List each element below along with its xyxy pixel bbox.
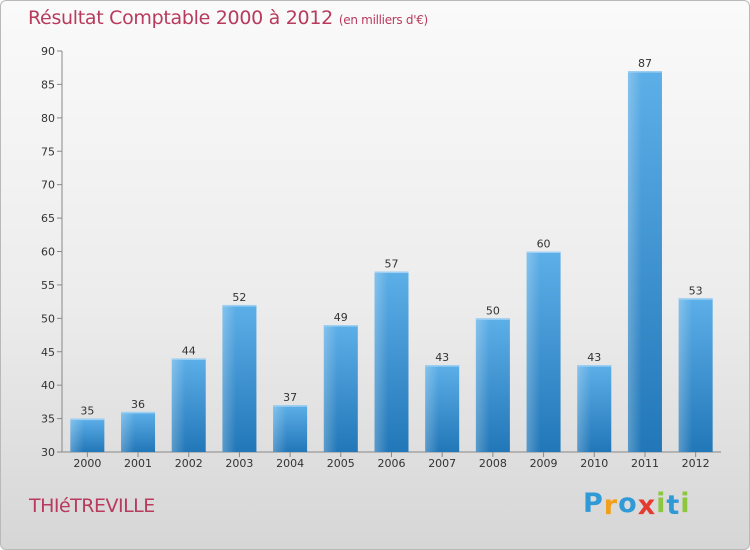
y-tick-label: 75	[41, 145, 55, 158]
y-tick-label: 85	[41, 78, 55, 91]
x-tick-label-2012: 2012	[682, 457, 710, 470]
data-label-2004: 37	[283, 391, 297, 404]
x-tick-label-2006: 2006	[378, 457, 406, 470]
data-label-2002: 44	[182, 344, 196, 357]
bar-highlight	[323, 325, 358, 452]
y-tick-label: 50	[41, 312, 55, 325]
bar-top-edge	[70, 418, 105, 421]
data-label-2008: 50	[486, 304, 500, 317]
logo-letter: P	[583, 488, 604, 519]
logo-letter: r	[603, 490, 619, 521]
bar-highlight	[526, 251, 561, 452]
logo-letter: t	[666, 490, 681, 521]
logo-letter: x	[637, 490, 657, 521]
bar-highlight	[171, 358, 206, 452]
bar-top-edge	[222, 304, 257, 307]
chart-title-text: Résultat Comptable 2000 à 2012	[28, 7, 333, 29]
x-tick-label-2002: 2002	[175, 457, 203, 470]
logo-letter: o	[618, 488, 638, 519]
y-tick-label: 90	[41, 45, 55, 58]
x-tick-label-2005: 2005	[327, 457, 355, 470]
y-tick-label: 45	[41, 346, 55, 359]
x-tick-label-2011: 2011	[631, 457, 659, 470]
x-tick-label-2010: 2010	[580, 457, 608, 470]
x-tick-label-2003: 2003	[225, 457, 253, 470]
bar-top-edge	[171, 358, 206, 360]
bar-top-edge	[678, 298, 713, 300]
bar-highlight	[425, 365, 460, 452]
data-label-2006: 57	[385, 258, 399, 271]
data-label-2001: 36	[131, 398, 145, 411]
bar-top-edge	[526, 251, 561, 253]
bar-highlight	[577, 365, 612, 452]
chart-title: Résultat Comptable 2000 à 2012 (en millie…	[28, 7, 428, 29]
y-tick-label: 30	[41, 446, 55, 459]
data-label-2010: 43	[587, 351, 601, 364]
chart-subtitle: (en milliers d'€)	[338, 13, 428, 27]
y-tick-label: 70	[41, 179, 55, 192]
logo-letter: i	[656, 488, 667, 519]
x-tick-label-2004: 2004	[276, 457, 304, 470]
x-tick-label-2001: 2001	[124, 457, 152, 470]
bar-highlight	[70, 418, 105, 452]
data-label-2009: 60	[537, 238, 551, 251]
bar-highlight	[475, 318, 510, 452]
commune-name: THIéTREVILLE	[29, 495, 155, 517]
bars: 35 36 44 52 37 49 57 43 50 60 43 87 53	[70, 57, 713, 453]
bar-highlight	[121, 411, 156, 452]
y-tick-label: 60	[41, 246, 55, 259]
bar-top-edge	[323, 325, 358, 327]
y-tick-label: 55	[41, 279, 55, 292]
y-tick-label: 65	[41, 212, 55, 225]
data-label-2000: 35	[80, 405, 94, 418]
data-label-2011: 87	[638, 57, 652, 70]
x-tick-label-2007: 2007	[428, 457, 456, 470]
bar-top-edge	[627, 71, 662, 73]
bar-highlight	[627, 71, 662, 453]
logo-letter: i	[680, 488, 691, 519]
data-label-2003: 52	[232, 291, 246, 304]
x-tick-label-2008: 2008	[479, 457, 507, 470]
data-label-2012: 53	[689, 284, 703, 297]
data-label-2005: 49	[334, 311, 348, 324]
bar-top-edge	[374, 271, 409, 274]
bar-top-edge	[475, 318, 510, 320]
bar-top-edge	[577, 365, 612, 367]
x-tick-label-2009: 2009	[530, 457, 558, 470]
y-tick-label: 40	[41, 379, 55, 392]
data-label-2007: 43	[435, 351, 449, 364]
bar-highlight	[273, 405, 308, 452]
y-tick-label: 80	[41, 112, 55, 125]
bar-highlight	[678, 298, 713, 452]
bar-highlight	[374, 271, 409, 452]
bar-top-edge	[273, 405, 308, 407]
bar-top-edge	[425, 365, 460, 367]
x-tick-label-2000: 2000	[73, 457, 101, 470]
bar-top-edge	[121, 411, 156, 414]
proxiti-logo: Proxiti	[583, 488, 691, 521]
y-tick-label: 35	[41, 413, 55, 426]
bar-highlight	[222, 304, 257, 452]
